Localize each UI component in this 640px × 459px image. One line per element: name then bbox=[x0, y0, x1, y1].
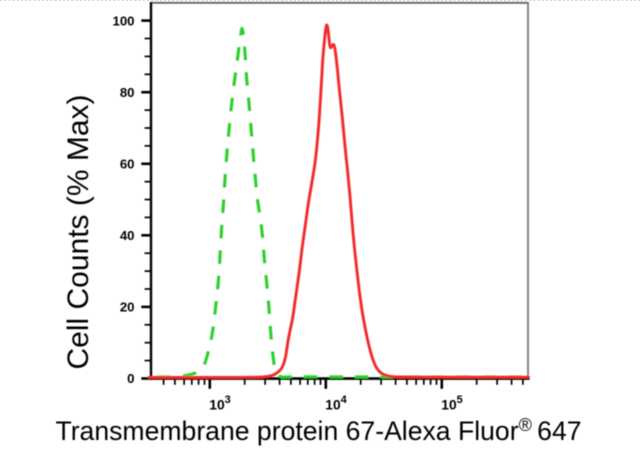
svg-text:Transmembrane protein 67-Alexa: Transmembrane protein 67-Alexa Fluor® 64… bbox=[55, 415, 581, 446]
svg-text:Cell Counts (% Max): Cell Counts (% Max) bbox=[62, 94, 95, 369]
svg-text:100: 100 bbox=[112, 13, 134, 28]
svg-text:80: 80 bbox=[120, 85, 135, 100]
svg-text:20: 20 bbox=[120, 300, 135, 315]
svg-text:40: 40 bbox=[120, 228, 135, 243]
svg-text:60: 60 bbox=[120, 157, 135, 172]
svg-text:0: 0 bbox=[127, 371, 134, 386]
